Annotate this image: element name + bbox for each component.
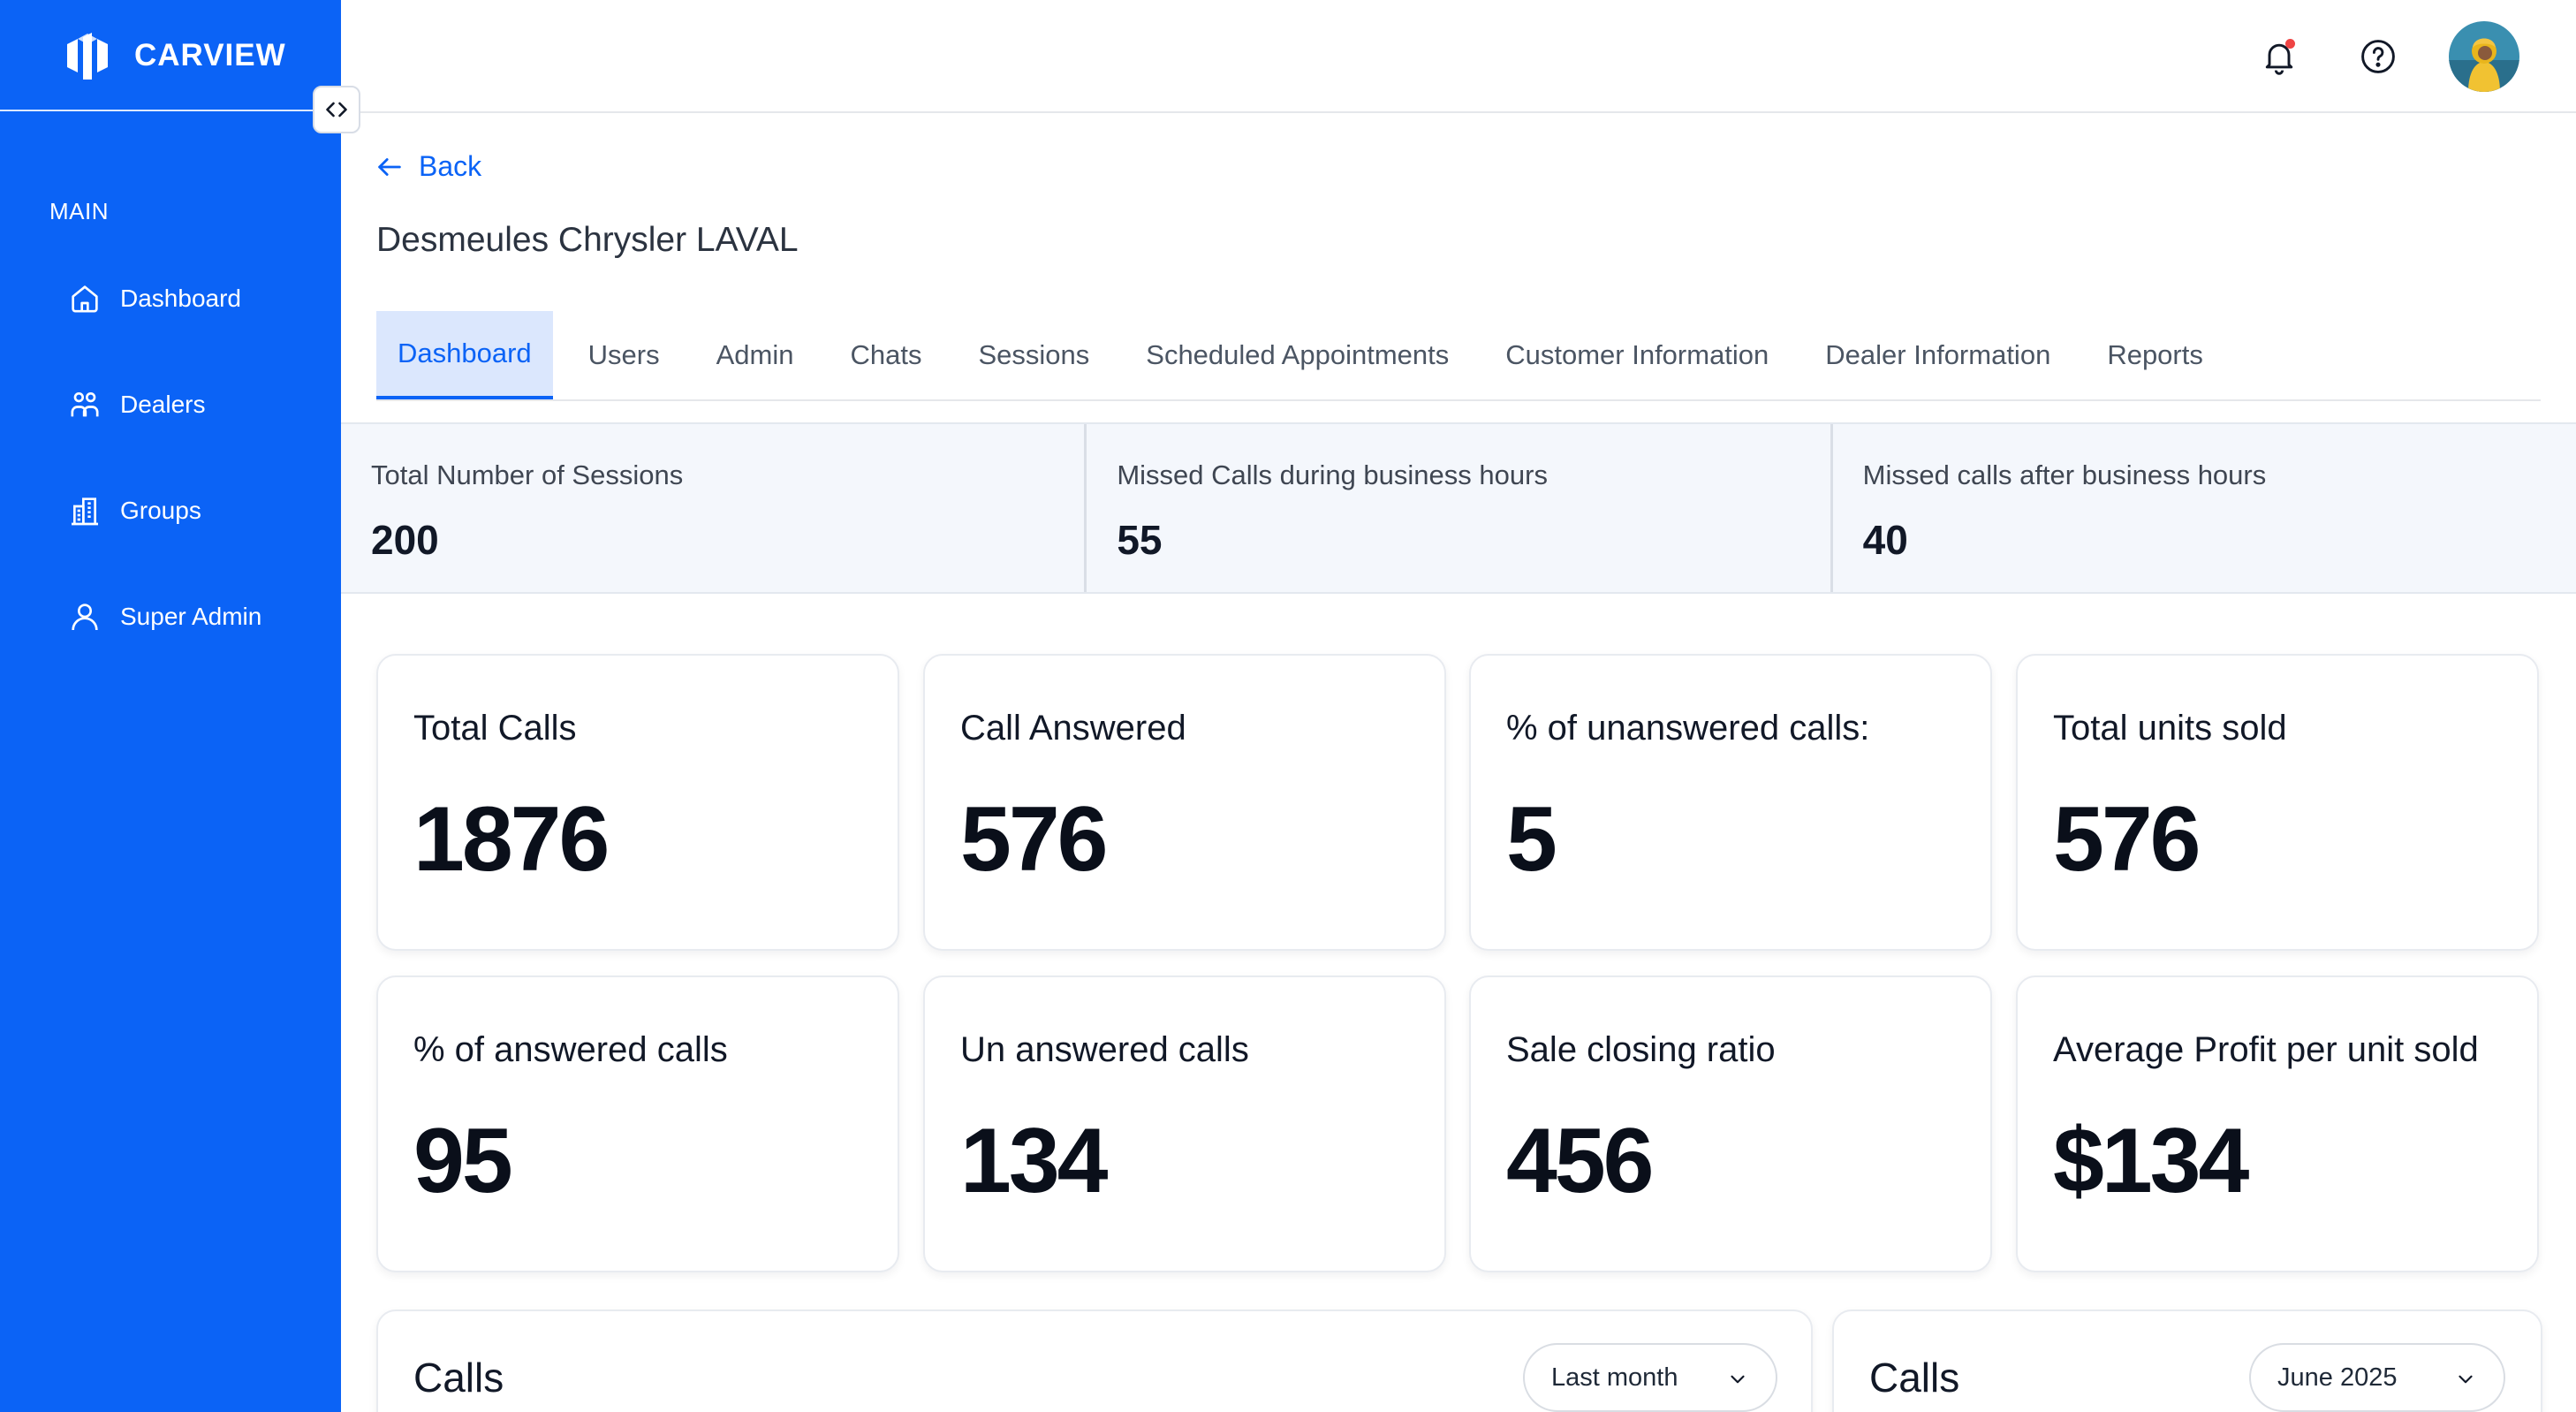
tab-users[interactable]: Users — [587, 339, 660, 370]
sidebar-item-groups[interactable]: Groups — [67, 486, 201, 535]
back-label: Back — [419, 150, 482, 182]
stat-value: 576 — [960, 788, 1109, 891]
sidebar-item-label: Super Admin — [120, 603, 262, 630]
summary-label: Missed Calls during business hours — [1117, 459, 1548, 490]
brand[interactable]: CARVIEW — [60, 27, 286, 85]
brand-name: CARVIEW — [134, 38, 286, 72]
stat-label: Call Answered — [960, 709, 1186, 748]
summary-label: Missed calls after business hours — [1862, 459, 2267, 490]
stat-card-unanswered-calls: Un answered calls 134 — [923, 975, 1446, 1272]
tab-scheduled-appointments[interactable]: Scheduled Appointments — [1146, 339, 1450, 370]
sidebar: CARVIEW MAIN Dashboard Dealers Groups Su… — [0, 0, 341, 1412]
stat-label: Un answered calls — [960, 1030, 1249, 1069]
tab-admin[interactable]: Admin — [716, 339, 794, 370]
back-link[interactable]: Back — [375, 150, 481, 183]
summary-label: Total Number of Sessions — [371, 459, 684, 490]
month-select[interactable]: June 2025 — [2249, 1343, 2505, 1412]
notifications-button[interactable] — [2254, 32, 2304, 81]
sidebar-item-dealers[interactable]: Dealers — [67, 380, 205, 429]
summary-value: 200 — [371, 517, 439, 563]
summary-value: 40 — [1862, 517, 1908, 563]
sidebar-divider — [0, 110, 341, 111]
chart-title: Calls — [413, 1355, 504, 1401]
sidebar-item-label: Dealers — [120, 391, 206, 418]
stat-value: 1876 — [413, 788, 610, 891]
stat-value: 5 — [1506, 788, 1557, 891]
stat-value: 576 — [2053, 788, 2201, 891]
chart-title: Calls — [1869, 1355, 1960, 1401]
stat-label: Average Profit per unit sold — [2053, 1030, 2479, 1069]
sidebar-item-label: Dashboard — [120, 285, 241, 312]
calls-month-chart-card: Calls June 2025 — [1832, 1310, 2542, 1412]
stat-card-total-units-sold: Total units sold 576 — [2016, 654, 2539, 951]
stat-value: 134 — [960, 1110, 1109, 1212]
carview-logo-icon — [67, 33, 108, 80]
stat-card-answered-percent: % of answered calls 95 — [376, 975, 899, 1272]
stat-card-sale-closing-ratio: Sale closing ratio 456 — [1469, 975, 1992, 1272]
tab-customer-information[interactable]: Customer Information — [1505, 339, 1769, 370]
sidebar-item-label: Groups — [120, 497, 201, 524]
building-icon — [72, 497, 98, 526]
chevron-down-icon — [2459, 1375, 2473, 1384]
stat-card-avg-profit: Average Profit per unit sold $134 — [2016, 975, 2539, 1272]
tab-dashboard[interactable]: Dashboard — [376, 311, 553, 399]
sidebar-item-super-admin[interactable]: Super Admin — [67, 592, 261, 641]
stat-label: % of unanswered calls: — [1506, 709, 1870, 748]
stat-value: 456 — [1506, 1110, 1655, 1212]
tab-dealer-information[interactable]: Dealer Information — [1825, 339, 2051, 370]
stat-card-total-calls: Total Calls 1876 — [376, 654, 899, 951]
summary-missed-calls-business: Missed Calls during business hours 55 — [1087, 424, 1833, 592]
chevron-down-icon — [1731, 1375, 1745, 1384]
tab-chats[interactable]: Chats — [850, 339, 922, 370]
stat-label: % of answered calls — [413, 1030, 728, 1069]
notification-dot — [2285, 39, 2295, 49]
stat-value: $134 — [2053, 1110, 2249, 1212]
sidebar-section-label: MAIN — [49, 198, 109, 224]
stat-value: 95 — [413, 1110, 513, 1212]
summary-total-sessions: Total Number of Sessions 200 — [341, 424, 1087, 592]
user-icon — [72, 604, 98, 631]
summary-value: 55 — [1117, 517, 1163, 563]
avatar[interactable] — [2449, 21, 2519, 92]
user-avatar-icon — [2449, 21, 2519, 92]
users-icon — [71, 392, 99, 417]
tab-sessions[interactable]: Sessions — [978, 339, 1090, 370]
stat-label: Total units sold — [2053, 709, 2287, 748]
sidebar-collapse-button[interactable] — [313, 86, 360, 133]
stat-card-call-answered: Call Answered 576 — [923, 654, 1446, 951]
page-title: Desmeules Chrysler LAVAL — [376, 221, 799, 259]
sidebar-item-dashboard[interactable]: Dashboard — [67, 274, 241, 323]
tab-reports[interactable]: Reports — [2107, 339, 2203, 370]
arrow-left-icon — [378, 157, 401, 176]
home-icon — [72, 285, 98, 313]
help-button[interactable] — [2353, 32, 2403, 81]
summary-missed-calls-after-hours: Missed calls after business hours 40 — [1833, 424, 2576, 592]
top-bar — [341, 0, 2576, 113]
select-value: Last month — [1551, 1363, 1678, 1392]
stat-label: Total Calls — [413, 709, 577, 748]
bell-icon — [2265, 43, 2293, 75]
period-select[interactable]: Last month — [1523, 1343, 1777, 1412]
tab-bar: Dashboard Users Admin Chats Sessions Sch… — [376, 311, 2541, 401]
calls-chart-card: Calls Last month — [376, 1310, 1813, 1412]
code-chevrons-icon — [326, 102, 347, 118]
select-value: June 2025 — [2277, 1363, 2398, 1392]
stat-card-unanswered-percent: % of unanswered calls: 5 — [1469, 654, 1992, 951]
stat-label: Sale closing ratio — [1506, 1030, 1776, 1069]
help-icon — [2361, 40, 2395, 73]
summary-strip: Total Number of Sessions 200 Missed Call… — [341, 422, 2576, 594]
